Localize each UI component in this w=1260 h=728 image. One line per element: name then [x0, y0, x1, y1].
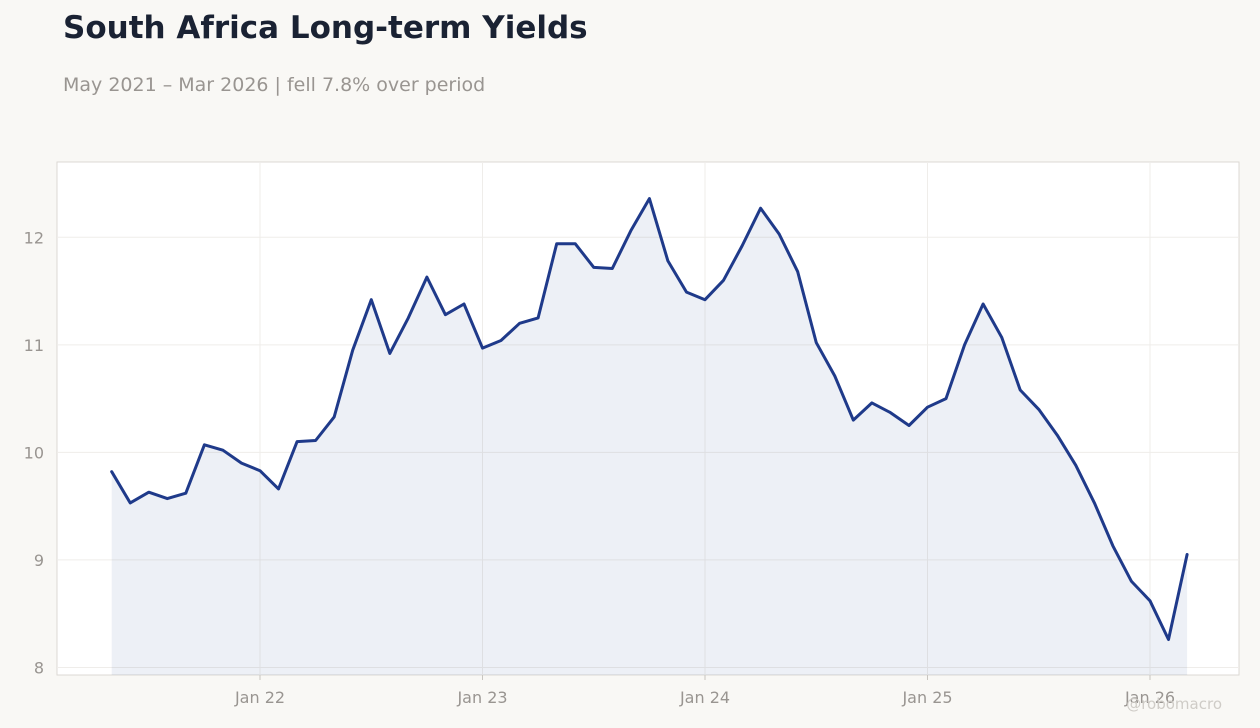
data-point [1148, 599, 1152, 602]
data-point [592, 266, 595, 269]
data-point [852, 418, 855, 422]
data-point [370, 298, 373, 301]
grid-lines [57, 162, 1239, 675]
data-point [536, 316, 540, 320]
x-tick-label: Jan 25 [901, 688, 952, 707]
plot-area [56, 161, 1240, 676]
chart-subtitle: May 2021 – Mar 2026 | fell 7.8% over per… [63, 74, 486, 96]
data-point [870, 401, 874, 405]
data-point [351, 349, 354, 352]
series-fill [111, 198, 1188, 675]
data-point [1000, 336, 1003, 339]
data-point [703, 298, 707, 301]
data-point [907, 424, 911, 427]
data-point [481, 346, 484, 350]
watermark: @robomacro [1126, 695, 1222, 713]
data-point [1111, 544, 1115, 548]
data-point [184, 492, 187, 495]
x-tick-label: Jan 24 [679, 688, 730, 707]
data-point [815, 341, 818, 344]
axis-ticks: 8 9 10 11 12 Jan 22 Jan 23 Jan 24 Jan 25 Jan 26 [24, 228, 1175, 707]
data-point [1056, 434, 1059, 437]
data-point [778, 232, 781, 236]
data-point [333, 415, 336, 419]
data-point [518, 322, 521, 325]
data-point [240, 461, 243, 465]
data-point [1037, 408, 1041, 411]
data-point [833, 374, 836, 378]
x-tick-label: Jan 26 [1124, 688, 1175, 707]
data-point [1093, 501, 1096, 505]
data-point [1167, 638, 1170, 641]
data-point [499, 339, 503, 342]
y-tick-label: 12 [24, 228, 44, 247]
data-point [981, 302, 985, 306]
data-point [685, 290, 688, 294]
data-point [1130, 580, 1133, 583]
data-point [425, 275, 429, 279]
chart-title: South Africa Long-term Yields [63, 10, 588, 46]
data-point [1185, 553, 1189, 556]
series-area [110, 197, 1189, 675]
data-point [388, 352, 391, 355]
data-point [295, 440, 299, 443]
data-point [147, 491, 150, 494]
y-tick-label: 9 [34, 551, 44, 570]
x-tick-label: Jan 23 [456, 688, 507, 707]
data-point [314, 439, 317, 442]
data-point [574, 242, 577, 245]
data-point [166, 497, 169, 500]
data-point [740, 244, 744, 248]
data-point [666, 259, 670, 263]
data-point [277, 487, 280, 491]
y-tick-label: 11 [24, 336, 44, 355]
data-point [963, 343, 966, 346]
data-point [444, 313, 447, 316]
data-point [407, 316, 410, 320]
data-point [889, 411, 892, 414]
data-point [796, 270, 799, 273]
data-point [110, 470, 113, 473]
data-point [221, 449, 225, 452]
y-tick-label: 8 [34, 658, 44, 677]
data-point [129, 501, 132, 505]
data-point [648, 197, 651, 200]
y-tick-label: 10 [24, 443, 44, 462]
data-point [1019, 388, 1022, 392]
data-point [258, 469, 262, 472]
data-point [759, 207, 762, 210]
x-tick-label: Jan 22 [234, 688, 285, 707]
data-point [555, 242, 558, 245]
data-point [462, 302, 466, 306]
data-point [629, 229, 632, 232]
data-point [944, 397, 948, 400]
data-point [722, 279, 725, 282]
data-point [203, 443, 206, 446]
data-point [926, 406, 929, 409]
data-point [611, 267, 614, 270]
data-point [1074, 464, 1078, 467]
